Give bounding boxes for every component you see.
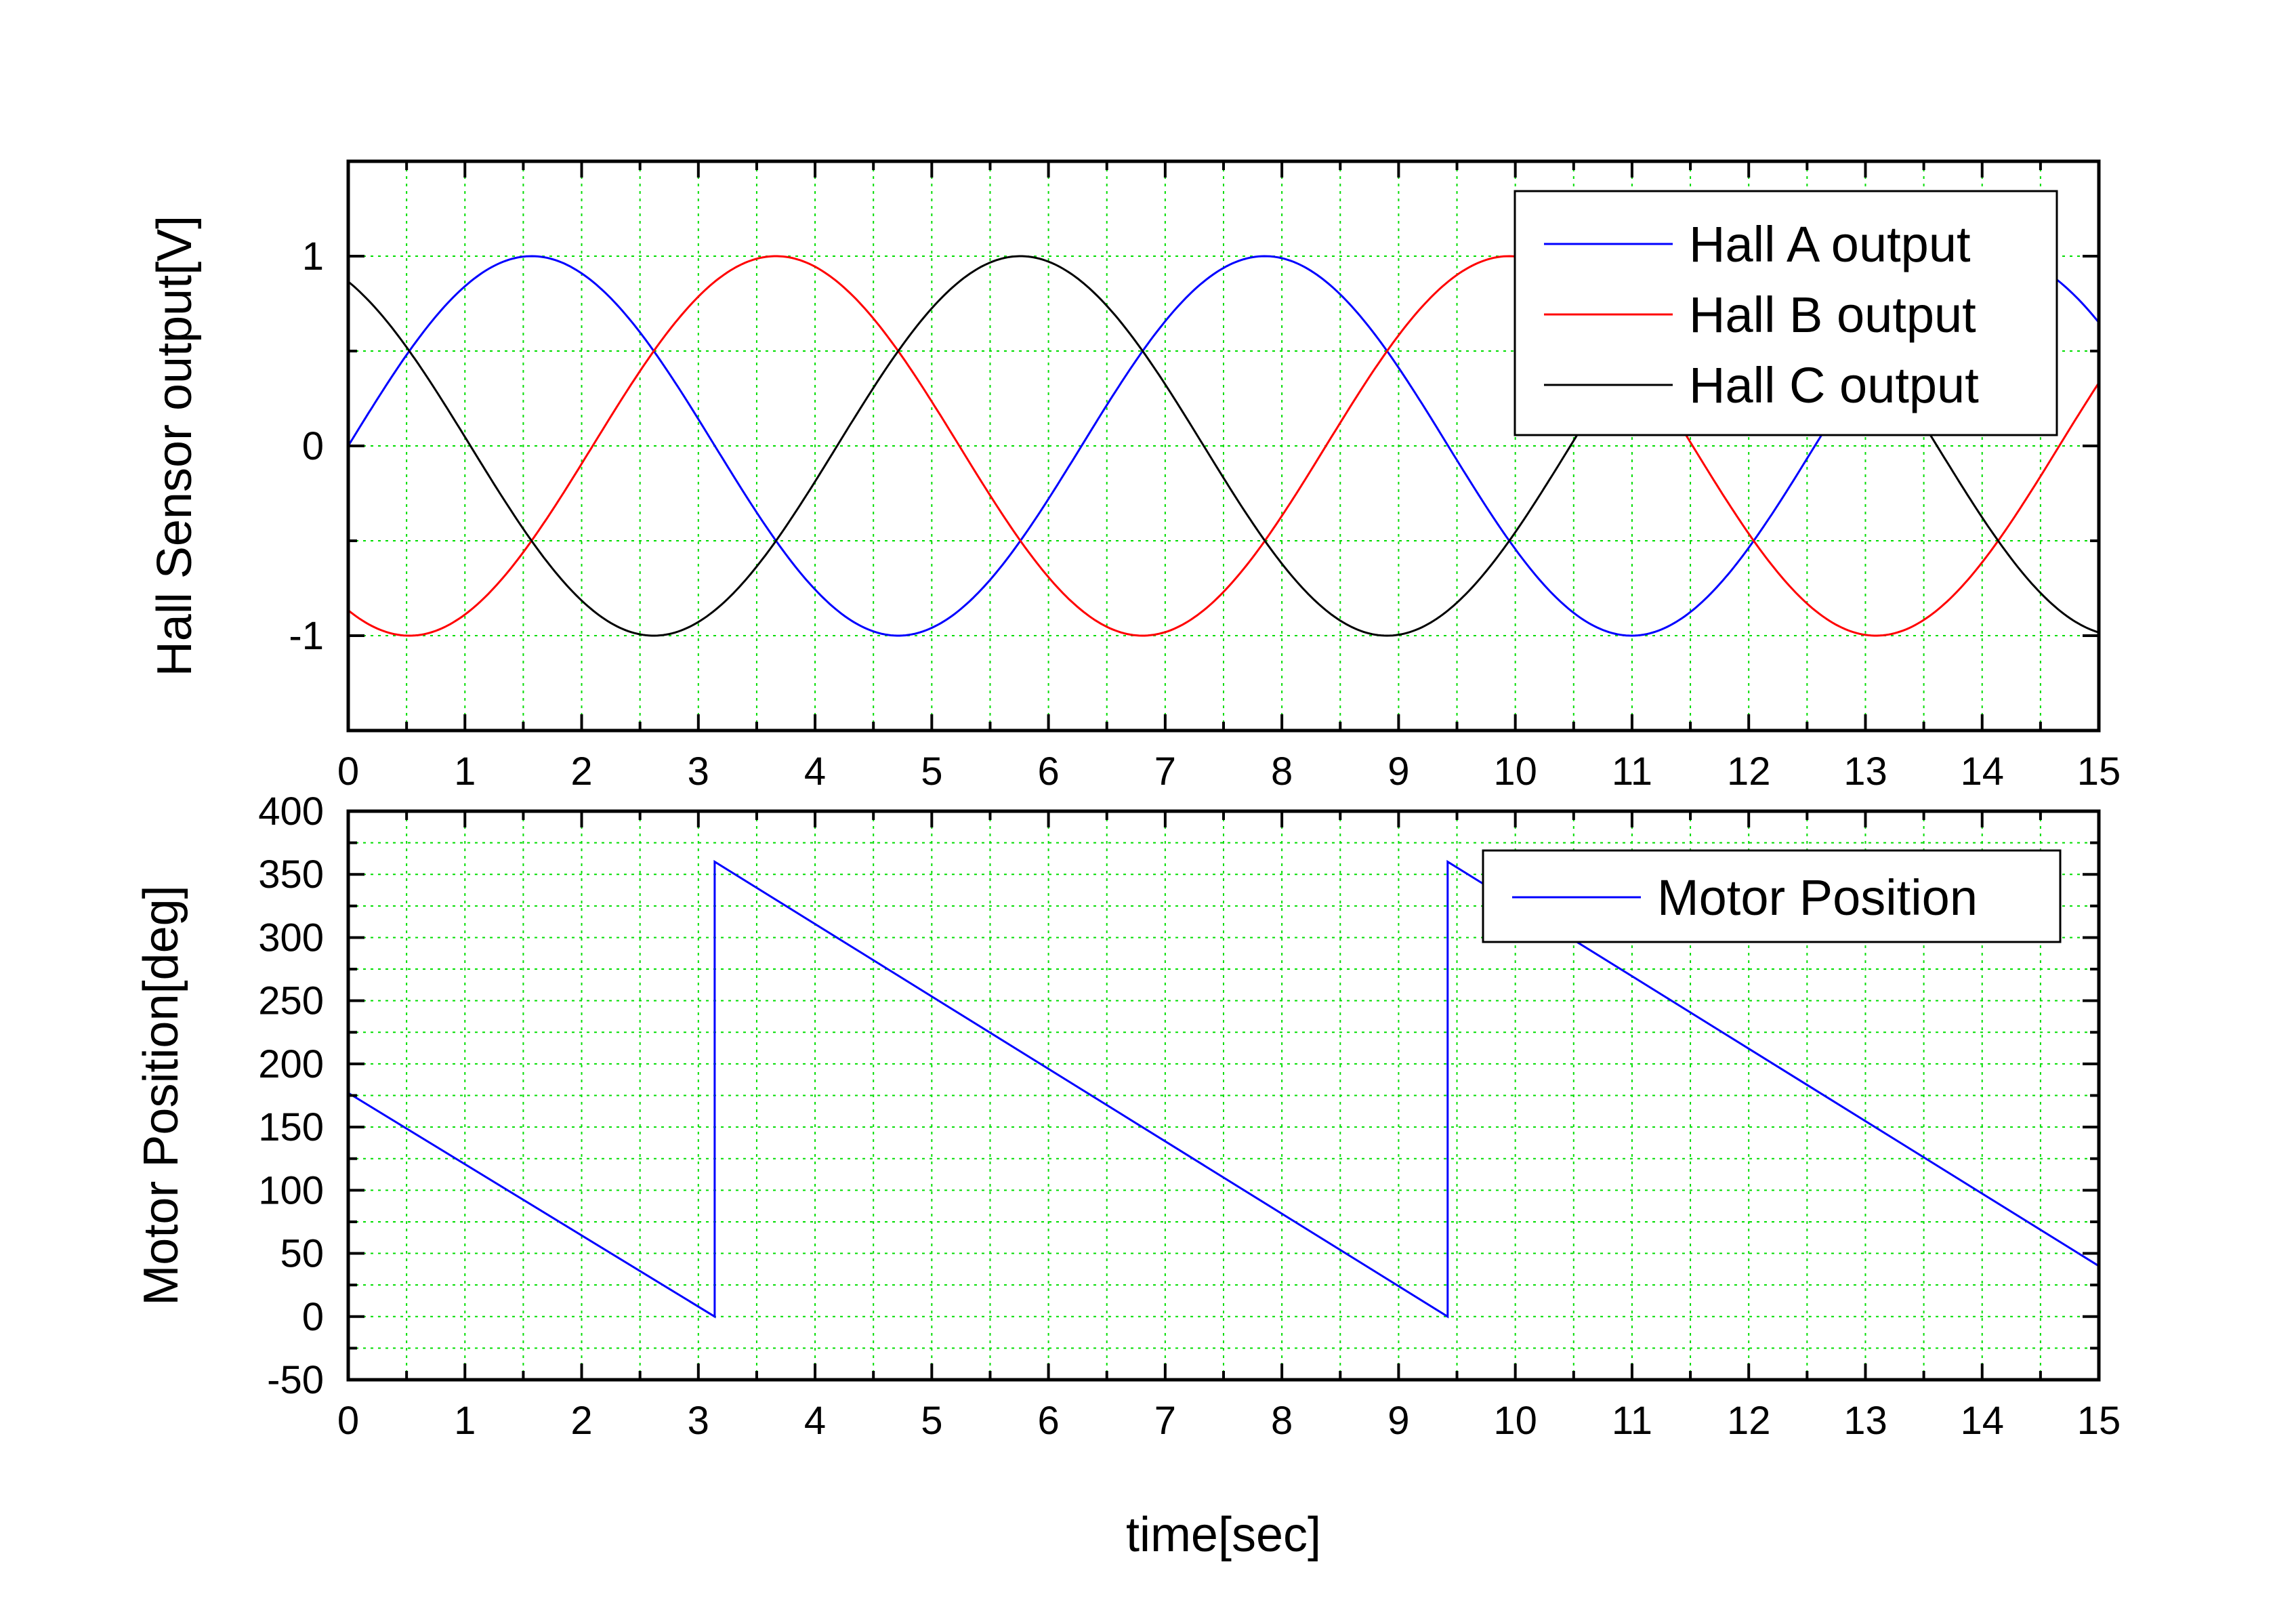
x-tick-label: 12 [1727,1399,1771,1443]
x-tick-label: 14 [1960,750,2004,794]
x-tick-label: 3 [688,1399,709,1443]
x-tick-label: 11 [1612,1399,1652,1443]
x-tick-label: 10 [1493,1399,1537,1443]
y-tick-label: 150 [258,1105,324,1149]
y-tick-label: 1 [302,234,324,279]
y-tick-label: 0 [302,1295,324,1339]
x-tick-label: 2 [570,750,592,794]
y-tick-label: 200 [258,1042,324,1086]
y-tick-label: 0 [302,424,324,468]
grid-lines [348,161,2099,731]
x-tick-label: 15 [2077,1399,2121,1443]
x-tick-label: 0 [337,750,359,794]
y-tick-label: 350 [258,853,324,897]
y-tick-label: 100 [258,1168,324,1212]
x-tick-label: 3 [688,750,709,794]
y-tick-label: 250 [258,979,324,1023]
x-tick-label: 12 [1727,750,1771,794]
x-tick-label: 1 [454,750,476,794]
x-tick-label: 6 [1037,750,1059,794]
y-axis-title: Hall Sensor output[V] [148,216,202,676]
x-tick-label: 11 [1612,750,1652,794]
x-tick-label: 10 [1493,750,1537,794]
x-tick-label: 5 [921,1399,942,1443]
legend: Motor Position [1482,849,2062,943]
x-tick-label: 9 [1387,750,1409,794]
y-tick-label: 50 [280,1232,324,1276]
y-tick-label: -1 [289,614,324,658]
x-tick-label: 7 [1154,1399,1176,1443]
x-tick-label: 13 [1843,1399,1887,1443]
axis-ticks [347,810,2100,1381]
legend-label: Hall C output [1689,357,1979,413]
x-tick-label: 8 [1271,1399,1293,1443]
series-line-hall-b-output [348,255,2099,637]
legend-label: Hall A output [1689,216,1971,272]
legend: Hall A output Hall B output Hall C output [1514,190,2058,436]
x-tick-label: 15 [2077,750,2121,794]
grid-lines [348,811,2099,1380]
legend-box [1514,190,2058,436]
series-line-hall-a-output [348,255,2099,637]
y-tick-label: -50 [267,1358,324,1402]
x-tick-label: 8 [1271,750,1293,794]
axis-ticks [347,160,2100,732]
x-tick-label: 13 [1843,750,1887,794]
x-tick-label: 4 [804,750,826,794]
x-tick-label: 4 [804,1399,826,1443]
x-tick-label: 0 [337,1399,359,1443]
legend-label: Hall B output [1689,287,1976,343]
x-tick-label: 7 [1154,750,1176,794]
y-axis-title: Motor Position[deg] [134,885,188,1305]
x-tick-label: 1 [454,1399,476,1443]
x-tick-label: 5 [921,750,942,794]
y-tick-label: 300 [258,916,324,960]
y-tick-label: 400 [258,789,324,834]
x-axis-title: time[sec] [1126,1508,1321,1562]
legend-label: Motor Position [1657,869,1978,926]
x-tick-label: 9 [1387,1399,1409,1443]
panel-2: 0 1 2 3 4 5 6 7 8 9 10 11 12 13 14 15-50050100150200250… [134,789,2121,1562]
x-tick-label: 14 [1960,1399,2004,1443]
x-tick-label: 6 [1037,1399,1059,1443]
x-tick-label: 2 [570,1399,592,1443]
